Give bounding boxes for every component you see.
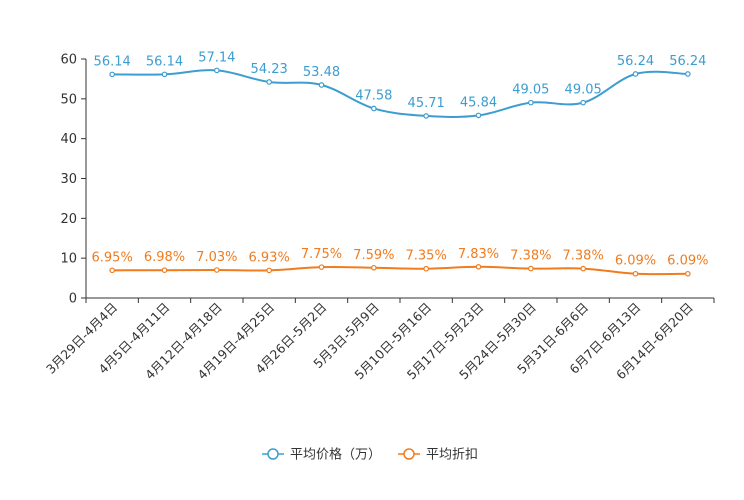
data-point[interactable] [528,99,534,106]
data-label: 7.03% [196,250,237,265]
data-label: 7.83% [458,247,499,262]
legend-marker-icon [267,448,279,460]
data-point[interactable] [423,265,429,272]
data-label: 6.09% [667,254,708,269]
data-label: 57.14 [198,50,235,65]
data-point[interactable] [632,71,639,77]
data-label: 45.71 [408,96,445,111]
y-tick-label: 30 [60,172,77,187]
data-label: 54.23 [251,62,288,77]
legend-label: 平均折扣 [426,448,478,463]
data-point[interactable] [214,267,220,273]
legend-item-avg-price[interactable]: 平均价格（万） [262,447,381,463]
series-layer: 56.14 56.14 57.14 54.23 53.48 47.58 45.71 45.84… [92,50,708,277]
data-label: 49.05 [565,83,602,98]
data-point[interactable] [318,82,325,88]
data-point[interactable] [266,267,272,274]
legend[interactable]: 平均价格（万） 平均折扣 [262,447,478,463]
data-label: 6.98% [144,250,185,265]
data-point[interactable] [371,105,377,112]
y-tick-label: 60 [60,53,77,68]
data-point[interactable] [161,267,168,273]
data-point[interactable] [109,267,115,274]
legend-label: 平均价格（万） [290,447,381,463]
data-label: 7.75% [301,247,342,262]
data-point[interactable] [371,264,377,271]
data-point[interactable] [580,265,586,272]
y-tick-label: 50 [60,92,77,107]
series-avg-price: 56.14 56.14 57.14 54.23 53.48 47.58 45.71 45.84… [94,50,706,119]
data-label: 56.24 [617,54,654,69]
data-label: 56.14 [146,54,183,69]
legend-item-avg-discount[interactable]: 平均折扣 [398,448,478,463]
data-point[interactable] [109,71,115,78]
y-tick-label: 10 [60,252,77,267]
data-label: 6.09% [615,254,656,269]
data-label: 45.84 [460,95,497,110]
y-tick-label: 20 [60,212,77,227]
data-point[interactable] [528,265,534,272]
data-label: 56.14 [94,54,131,69]
data-point[interactable] [580,99,586,106]
data-point[interactable] [475,112,482,119]
data-label: 56.24 [669,54,706,69]
data-point[interactable] [632,270,639,277]
data-label: 53.48 [303,65,340,80]
y-tick-label: 40 [60,132,77,147]
legend-marker-icon [403,448,415,460]
data-point[interactable] [318,264,325,270]
data-label: 47.58 [355,88,392,103]
data-point[interactable] [685,270,691,277]
series-line [112,265,688,276]
data-label: 7.38% [510,249,551,264]
y-tick-label: 0 [69,292,77,307]
data-point[interactable] [423,113,429,119]
series-line [112,69,688,118]
series-avg-discount: 6.95% 6.98% 7.03% 6.93% 7.75% 7.59% 7.35% 7.83%… [92,247,708,277]
data-label: 7.59% [353,248,394,263]
data-label: 6.95% [92,250,133,265]
data-label: 7.38% [563,249,604,264]
data-point[interactable] [266,79,272,85]
data-point[interactable] [214,67,220,74]
data-label: 6.93% [249,250,290,265]
data-point[interactable] [475,264,482,270]
data-point[interactable] [161,71,168,78]
data-point[interactable] [685,71,691,77]
data-label: 7.35% [406,249,447,264]
data-label: 49.05 [512,83,549,98]
